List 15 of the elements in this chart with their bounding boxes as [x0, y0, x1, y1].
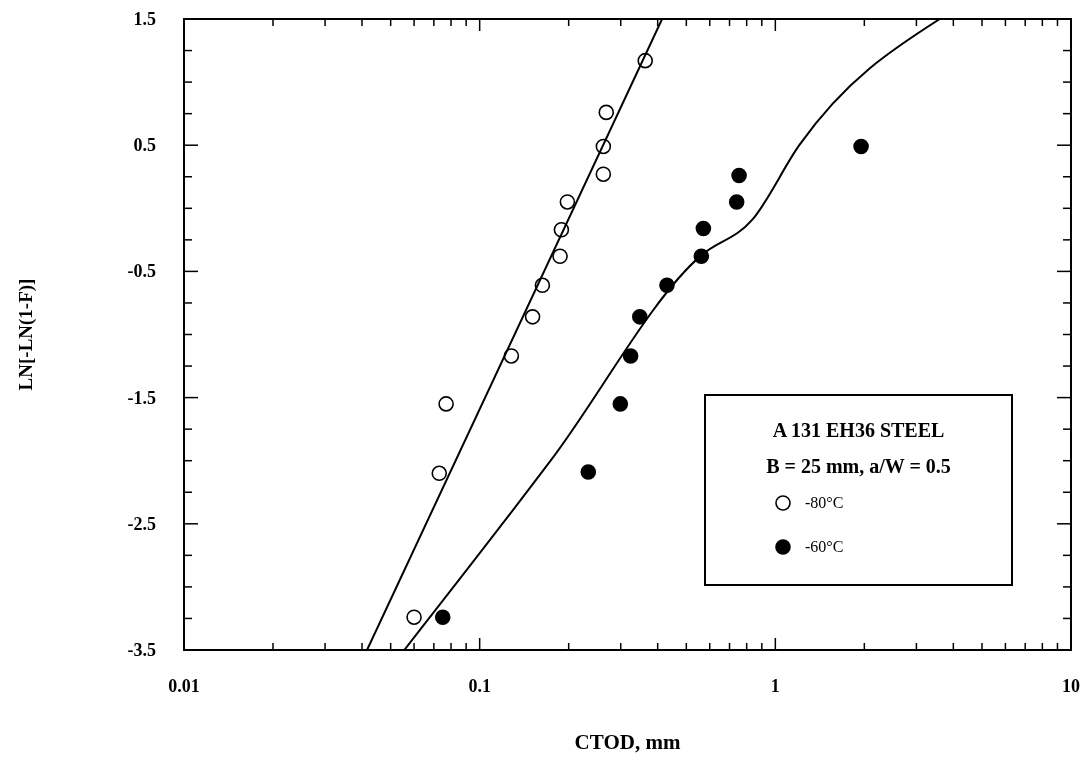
y-tick-label: 0.5	[133, 135, 156, 156]
x-axis-title: CTOD, mm	[574, 730, 681, 754]
y-axis-title: LN[-LN(1-F)]	[15, 278, 37, 391]
y-tick-label: -1.5	[127, 387, 156, 408]
y-tick-label: -2.5	[127, 513, 156, 534]
x-tick-label: 0.1	[468, 676, 491, 696]
y-tick-label: -0.5	[127, 261, 156, 282]
y-tick-label: 1.5	[133, 9, 156, 29]
legend-label: -60°C	[805, 538, 844, 555]
x-tick-label: 1	[770, 676, 780, 696]
x-tick-label: 0.01	[168, 676, 200, 696]
y-tick-label: -3.5	[127, 640, 156, 660]
legend-label: -80°C	[805, 494, 844, 511]
legend-title: A 131 EH36 STEEL B = 25 mm, a/W = 0.5	[766, 419, 951, 477]
x-tick-label: 10	[1062, 676, 1080, 696]
